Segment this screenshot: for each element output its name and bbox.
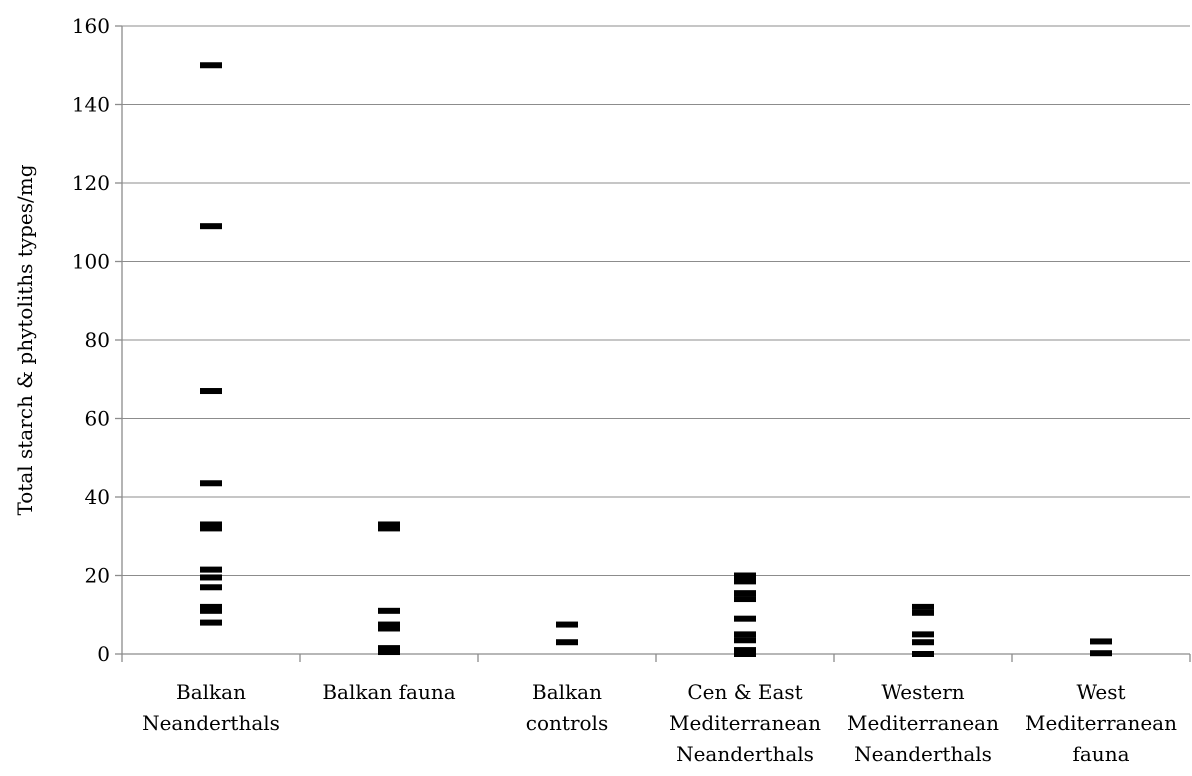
data-marks [200,62,1112,657]
data-point-dash [556,621,578,628]
gridlines [122,25,1190,576]
y-tick-label: 20 [85,564,110,588]
x-category-label: Mediterranean [669,711,821,735]
data-point-dash [378,625,400,632]
y-tick-label: 120 [72,171,110,195]
data-point-dash [378,525,400,532]
data-point-dash [200,62,222,69]
x-category-labels: Balkan Neanderthals Balkan fauna Balkan cont… [142,680,1177,766]
data-point-dash [378,649,400,656]
y-tick-label: 40 [85,485,110,509]
y-tick-labels: 0 20 40 60 80 100 120 140 160 [72,14,110,666]
x-category-label: Western [881,680,964,704]
x-category-label: Mediterranean [847,711,999,735]
x-category-label: Cen & East [687,680,802,704]
axes [115,25,1191,662]
data-point-dash [200,607,222,614]
x-category-label: Neanderthals [676,742,814,766]
data-point-dash [378,621,400,628]
x-category-label: Balkan [532,680,602,704]
data-point-dash [200,566,222,573]
data-point-dash [734,637,756,644]
data-point-dash [734,651,756,657]
x-category-label: Neanderthals [142,711,280,735]
data-point-dash [734,615,756,622]
x-category-label: Mediterranean [1025,711,1177,735]
data-point-dash [378,645,400,652]
y-tick-label: 160 [72,14,110,38]
data-point-dash [556,639,578,646]
data-point-dash [734,572,756,579]
data-point-dash [200,525,222,532]
data-point-dash [200,521,222,528]
y-axis-title: Total starch & phytoliths types/mg [13,164,37,515]
data-point-dash [912,603,934,610]
data-point-dash [734,596,756,603]
data-point-dash [734,590,756,597]
y-tick-label: 0 [97,642,110,666]
x-category-label: Balkan fauna [322,680,455,704]
data-point-dash [200,619,222,626]
data-point-dash [912,639,934,646]
x-category-label: fauna [1072,742,1129,766]
data-point-dash [912,609,934,616]
data-point-dash [378,521,400,528]
x-category-label: West [1076,680,1125,704]
data-point-dash [912,631,934,638]
data-point-dash [200,603,222,610]
y-tick-label: 100 [72,250,110,274]
y-tick-label: 140 [72,93,110,117]
data-point-dash [912,651,934,657]
data-point-dash [200,480,222,487]
x-category-label: Balkan [176,680,246,704]
x-category-label: Neanderthals [854,742,992,766]
data-point-dash [200,223,222,230]
data-point-dash [200,574,222,581]
data-point-dash [200,388,222,395]
data-point-dash [1090,638,1112,645]
y-tick-label: 80 [85,328,110,352]
data-point-dash [734,647,756,654]
data-point-dash [1090,650,1112,657]
data-point-dash [734,631,756,638]
x-category-label: controls [526,711,608,735]
data-point-dash [200,584,222,591]
data-point-dash [378,607,400,614]
y-tick-label: 60 [85,407,110,431]
data-point-dash [734,578,756,585]
